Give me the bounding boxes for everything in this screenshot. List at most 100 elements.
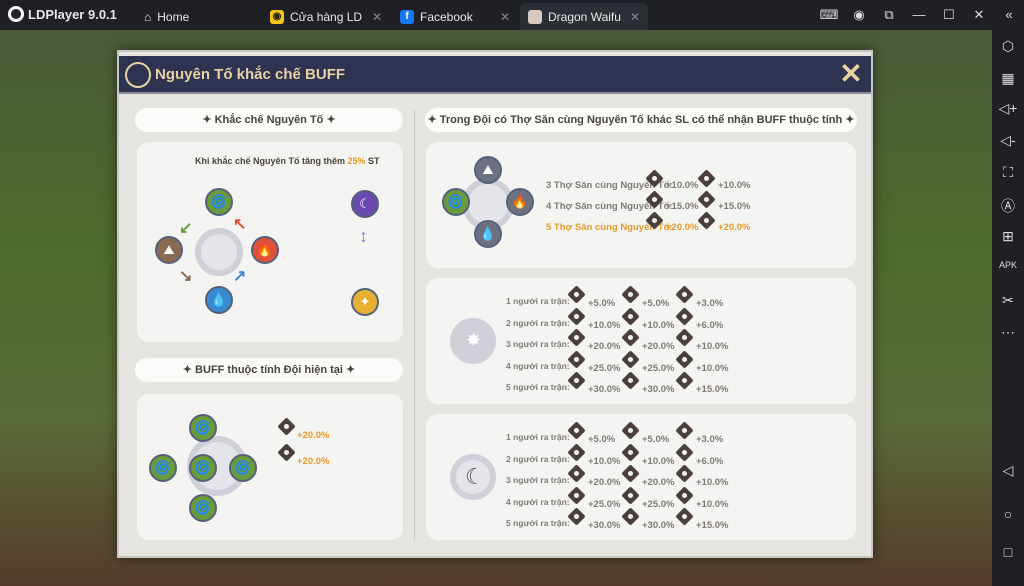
extra-value: +10.0% — [696, 477, 729, 488]
gamepad-icon[interactable]: ⌨ — [819, 7, 839, 22]
hp-value: +20.0% — [642, 341, 675, 352]
settings-hex-icon[interactable]: ⬡ — [1001, 38, 1015, 54]
water-element-icon: 💧 — [205, 286, 233, 314]
hp-heart-icon — [621, 464, 640, 483]
extra-value: +6.0% — [696, 319, 724, 331]
atk-value: +25.0% — [588, 498, 621, 510]
hp-heart-icon — [621, 421, 640, 440]
tab-label: Dragon Waifu — [548, 9, 621, 24]
volume-down-icon[interactable]: ◁- — [1000, 132, 1016, 148]
row-label: 2 người ra trận: — [506, 453, 570, 464]
atk-value: +25.0% — [588, 362, 621, 374]
hp-value: +5.0% — [642, 434, 670, 445]
attack-icon — [567, 507, 586, 526]
volume-up-icon[interactable]: ◁+ — [998, 100, 1018, 116]
hp-value: +10.0% — [718, 180, 751, 191]
current-buff-card: 🌀 🌀 🌀 🌀 🌀 +20.0% +20.0% — [137, 394, 403, 540]
attack-icon — [567, 485, 586, 505]
hp-heart-icon — [697, 169, 716, 188]
row-label: 4 người ra trận: — [506, 496, 570, 507]
element-buff-dialog: Nguyên Tố khắc chế BUFF ✕ ✦ Khắc chế Ngu… — [117, 50, 873, 558]
row-label: 4 người ra trận: — [506, 360, 570, 371]
extra-value: +10.0% — [696, 498, 729, 510]
hp-value: +20.0% — [642, 477, 675, 488]
extra-value: +3.0% — [696, 298, 724, 309]
close-tab-icon[interactable]: ✕ — [629, 9, 640, 24]
auto-rotate-icon[interactable]: Ⓐ — [1001, 198, 1015, 214]
extra-value: +10.0% — [696, 341, 729, 352]
right-toolbar: ⬡ ▦ ◁+ ◁- ⛶ Ⓐ ⊞ APK ✂ ⋯ ◁ ○ □ — [992, 30, 1024, 586]
fire-element-icon: 🔥 — [251, 236, 279, 264]
close-icon[interactable]: ✕ — [973, 7, 985, 22]
app-title: LDPlayer 9.0.1 — [28, 6, 117, 22]
hp-heart-icon — [621, 349, 640, 369]
scissors-icon[interactable]: ✂ — [1002, 292, 1014, 308]
attack-icon — [277, 417, 296, 436]
earth-element-icon: ⛰ — [155, 236, 183, 264]
atk-value: +30.0% — [588, 384, 621, 395]
hp-heart-icon — [697, 190, 716, 209]
wind-element-icon: 🌀 — [442, 188, 470, 216]
extra-value: +15.0% — [696, 384, 729, 395]
attack-icon — [567, 349, 586, 369]
collapse-sidebar-icon[interactable]: « — [1005, 7, 1013, 22]
gamepad-icon: ◉ — [270, 9, 284, 24]
hp-value: +5.0% — [642, 298, 670, 309]
wind-element-icon: 🌀 — [189, 414, 217, 442]
keyboard-icon[interactable]: ▦ — [1001, 70, 1015, 86]
light-compass-icon: ✸ — [450, 318, 496, 364]
attack-icon — [567, 328, 586, 347]
dialog-header: Nguyên Tố khắc chế BUFF ✕ — [119, 56, 871, 94]
home-icon: ⌂ — [144, 9, 152, 24]
hp-heart-icon — [621, 507, 640, 526]
fire-element-icon: 🔥 — [506, 188, 534, 216]
back-icon[interactable]: ◁ — [1002, 462, 1014, 478]
row-label: 5 người ra trận: — [506, 382, 570, 392]
atk-value: +20.0% — [588, 477, 621, 488]
attack-icon — [567, 442, 586, 462]
apk-install-icon[interactable]: APK — [998, 260, 1017, 270]
popout-icon[interactable]: ⧉ — [884, 7, 894, 22]
close-tab-icon[interactable]: ✕ — [499, 9, 510, 24]
tab-ld-store[interactable]: ◉ Cửa hàng LD ✕ — [262, 3, 390, 30]
extra-value: +3.0% — [696, 434, 724, 445]
row-label: 2 người ra trận: — [506, 317, 570, 328]
row-label: 5 người ra trận: — [506, 518, 570, 528]
title-bar: LDPlayer 9.0.1 ⌂ Home ◉ Cửa hàng LD ✕ f Face… — [0, 0, 1024, 30]
account-icon[interactable]: ◉ — [853, 7, 865, 22]
crown-icon — [675, 507, 694, 526]
atk-value: +10.0% — [588, 319, 621, 331]
row-label: 3 người ra trận: — [506, 475, 570, 485]
attack-icon — [567, 464, 586, 483]
tab-facebook[interactable]: f Facebook ✕ — [392, 3, 518, 30]
home-circle-icon[interactable]: ○ — [1003, 506, 1013, 522]
hp-heart-icon — [621, 442, 640, 462]
maximize-icon[interactable]: ☐ — [943, 7, 955, 22]
tab-home[interactable]: ⌂ Home — [136, 3, 256, 30]
attack-icon — [567, 306, 586, 326]
hp-value: +15.0% — [718, 201, 751, 212]
column-divider — [414, 110, 415, 540]
tab-dragon-waifu[interactable]: Dragon Waifu ✕ — [520, 3, 648, 30]
crown-icon — [675, 485, 694, 505]
arrow-icon: ↙ — [179, 220, 193, 237]
hp-value: +25.0% — [642, 362, 675, 374]
compass-emblem — [195, 228, 243, 276]
multi-instance-icon[interactable]: ⊞ — [1002, 228, 1014, 244]
wind-element-icon: 🌀 — [189, 454, 217, 482]
atk-value: +10.0% — [666, 180, 699, 191]
close-tab-icon[interactable]: ✕ — [371, 9, 382, 24]
recents-icon[interactable]: □ — [1003, 544, 1013, 560]
dark-element-card: ☾ 1 người ra trận: +5.0% +5.0% +3.0% 2 người… — [426, 414, 856, 540]
light-element-card: ✸ 1 người ra trận: +5.0% +5.0% +3.0% 2 người… — [426, 278, 856, 404]
row-label: 3 Thợ Săn cùng Nguyên Tố: — [546, 180, 673, 191]
fullscreen-icon[interactable]: ⛶ — [1003, 164, 1013, 180]
crown-icon — [675, 421, 694, 440]
hp-value: +10.0% — [642, 319, 675, 331]
current-atk-buff: +20.0% — [297, 430, 330, 441]
minimize-icon[interactable]: — — [912, 7, 926, 22]
more-icon[interactable]: ⋯ — [1001, 324, 1015, 340]
water-element-icon: 💧 — [474, 220, 502, 248]
close-dialog-button[interactable]: ✕ — [839, 58, 863, 89]
tab-label: Cửa hàng LD — [290, 9, 363, 24]
